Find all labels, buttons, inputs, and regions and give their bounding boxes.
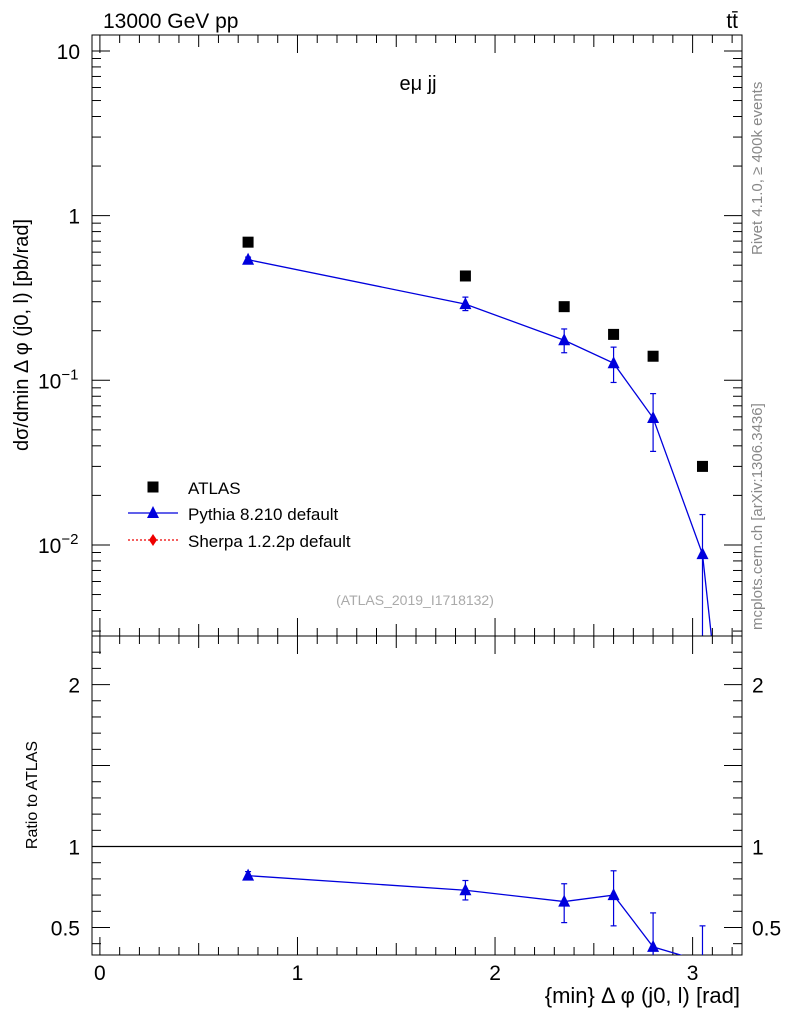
pythia-data-point — [696, 547, 709, 560]
ratio-y-tick-label-right: 2 — [752, 675, 764, 698]
x-tick-label: 1 — [292, 962, 304, 985]
y-axis-label: dσ/dmin Δ φ (j0, l) [pb/rad] — [11, 219, 33, 451]
ratio-y-tick-label: 2 — [68, 675, 80, 698]
pythia-data-point — [607, 356, 620, 369]
chart-title: eμ jj — [399, 73, 436, 95]
atlas-data-point — [459, 270, 471, 282]
analysis-watermark: (ATLAS_2019_I1718132) — [336, 592, 494, 608]
main-y-tick-label: 10−2 — [38, 531, 78, 558]
energy-label: 13000 GeV pp — [103, 10, 238, 33]
ratio-data-point — [702, 954, 703, 955]
legend: ATLAS Pythia 8.210 default Sherpa 1.2.2p d… — [128, 479, 351, 551]
ratio-plot-frame — [91, 635, 743, 956]
pythia-data-point — [558, 333, 571, 346]
ratio-y-tick-label: 1 — [68, 837, 80, 860]
atlas-data-point — [558, 301, 570, 313]
main-y-tick-label: 10−1 — [38, 366, 78, 393]
atlas-data-point — [696, 460, 708, 472]
pythia-data-point — [459, 297, 472, 310]
main-y-tick-label: 1 — [68, 206, 80, 229]
legend-pythia-marker — [147, 506, 159, 518]
ratio-data-point — [607, 888, 620, 901]
pythia-line — [247, 259, 713, 636]
atlas-data-point — [647, 350, 659, 362]
ratio-y-tick-label: 0.5 — [51, 917, 80, 940]
side-label-top: Rivet 4.1.0, ≥ 400k events — [749, 82, 766, 255]
pythia-data-point — [647, 411, 660, 424]
legend-atlas-marker — [147, 481, 159, 493]
x-tick-label: 3 — [687, 962, 699, 985]
legend-label: ATLAS — [188, 479, 241, 498]
ratio-pythia-line — [248, 875, 683, 955]
ratio-data-point — [558, 894, 571, 907]
pythia-data-point — [242, 252, 255, 265]
ratio-data-point — [647, 939, 660, 952]
ratio-y-axis-label: Ratio to ATLAS — [24, 741, 41, 849]
main-y-tick-label: 10 — [57, 41, 80, 64]
legend-label: Sherpa 1.2.2p default — [188, 532, 351, 551]
ratio-data-point — [242, 868, 255, 881]
x-tick-label: 2 — [489, 962, 501, 985]
atlas-data-point — [242, 236, 254, 248]
ratio-y-tick-label-right: 1 — [752, 837, 764, 860]
legend-label: Pythia 8.210 default — [188, 505, 339, 524]
x-axis-label: {min} Δ φ (j0, l) [rad] — [545, 983, 740, 1008]
ratio-data-point — [459, 883, 472, 896]
side-label-bottom: mcplots.cern.ch [arXiv:1306.3436] — [749, 403, 766, 630]
ratio-y-tick-label-right: 0.5 — [752, 917, 781, 940]
atlas-data-point — [608, 328, 620, 340]
process-label: tt̄ — [726, 10, 738, 33]
x-tick-label: 0 — [94, 962, 106, 985]
legend-sherpa-marker — [149, 534, 157, 546]
